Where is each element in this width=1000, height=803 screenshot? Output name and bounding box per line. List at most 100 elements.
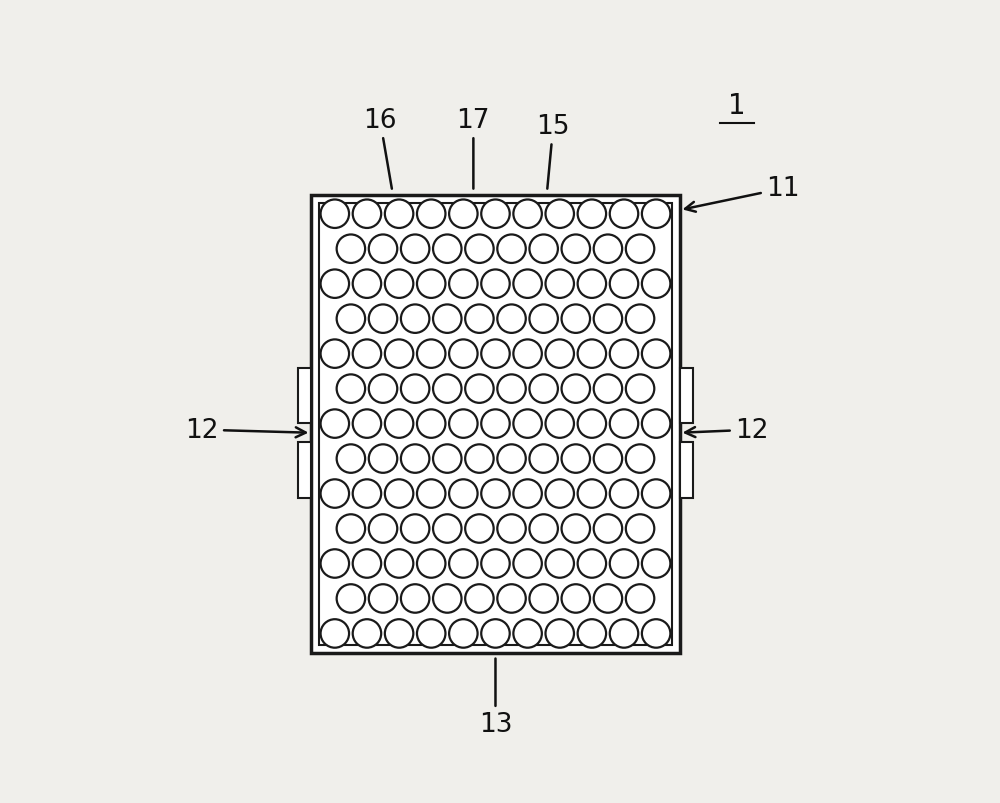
Ellipse shape xyxy=(497,375,526,403)
Ellipse shape xyxy=(578,270,606,299)
Ellipse shape xyxy=(321,549,349,578)
Ellipse shape xyxy=(385,479,413,508)
Text: 15: 15 xyxy=(536,114,570,190)
Ellipse shape xyxy=(513,410,542,438)
Ellipse shape xyxy=(642,619,670,648)
Ellipse shape xyxy=(529,585,558,613)
Ellipse shape xyxy=(353,200,381,229)
Ellipse shape xyxy=(626,375,654,403)
Ellipse shape xyxy=(529,375,558,403)
Ellipse shape xyxy=(369,235,397,263)
Ellipse shape xyxy=(417,340,445,369)
Ellipse shape xyxy=(433,445,462,473)
Ellipse shape xyxy=(353,479,381,508)
Ellipse shape xyxy=(578,549,606,578)
Ellipse shape xyxy=(449,340,478,369)
Ellipse shape xyxy=(337,585,365,613)
Ellipse shape xyxy=(497,235,526,263)
Ellipse shape xyxy=(545,479,574,508)
Text: 17: 17 xyxy=(457,108,490,190)
Ellipse shape xyxy=(578,479,606,508)
Ellipse shape xyxy=(513,270,542,299)
Ellipse shape xyxy=(481,479,510,508)
Ellipse shape xyxy=(610,270,638,299)
Ellipse shape xyxy=(497,585,526,613)
Ellipse shape xyxy=(321,410,349,438)
Ellipse shape xyxy=(385,549,413,578)
Ellipse shape xyxy=(385,200,413,229)
Ellipse shape xyxy=(353,549,381,578)
Text: 16: 16 xyxy=(363,108,397,190)
Ellipse shape xyxy=(578,410,606,438)
Bar xyxy=(298,442,311,498)
Ellipse shape xyxy=(401,305,429,333)
Ellipse shape xyxy=(529,515,558,543)
Ellipse shape xyxy=(481,549,510,578)
Ellipse shape xyxy=(465,585,494,613)
Ellipse shape xyxy=(321,479,349,508)
Ellipse shape xyxy=(385,340,413,369)
Ellipse shape xyxy=(481,340,510,369)
Ellipse shape xyxy=(417,619,445,648)
Ellipse shape xyxy=(594,585,622,613)
Ellipse shape xyxy=(417,270,445,299)
Ellipse shape xyxy=(497,445,526,473)
Ellipse shape xyxy=(562,515,590,543)
Ellipse shape xyxy=(321,270,349,299)
Text: 11: 11 xyxy=(685,176,800,213)
Ellipse shape xyxy=(433,585,462,613)
Ellipse shape xyxy=(513,340,542,369)
Ellipse shape xyxy=(337,515,365,543)
Bar xyxy=(680,442,693,498)
Ellipse shape xyxy=(594,375,622,403)
Text: 13: 13 xyxy=(479,658,512,737)
Ellipse shape xyxy=(481,619,510,648)
Ellipse shape xyxy=(642,340,670,369)
Ellipse shape xyxy=(385,270,413,299)
Ellipse shape xyxy=(337,235,365,263)
Ellipse shape xyxy=(545,340,574,369)
Ellipse shape xyxy=(337,375,365,403)
Ellipse shape xyxy=(610,340,638,369)
Ellipse shape xyxy=(465,515,494,543)
Ellipse shape xyxy=(449,479,478,508)
Bar xyxy=(298,369,311,424)
Ellipse shape xyxy=(626,515,654,543)
Ellipse shape xyxy=(321,619,349,648)
Ellipse shape xyxy=(642,200,670,229)
Ellipse shape xyxy=(626,305,654,333)
Ellipse shape xyxy=(449,410,478,438)
Ellipse shape xyxy=(401,235,429,263)
Ellipse shape xyxy=(610,549,638,578)
Ellipse shape xyxy=(562,305,590,333)
Ellipse shape xyxy=(610,410,638,438)
Ellipse shape xyxy=(497,305,526,333)
Ellipse shape xyxy=(353,410,381,438)
Ellipse shape xyxy=(433,375,462,403)
Ellipse shape xyxy=(610,479,638,508)
Ellipse shape xyxy=(513,619,542,648)
Ellipse shape xyxy=(417,479,445,508)
Ellipse shape xyxy=(594,305,622,333)
Ellipse shape xyxy=(353,619,381,648)
Ellipse shape xyxy=(610,200,638,229)
Ellipse shape xyxy=(449,549,478,578)
Ellipse shape xyxy=(578,619,606,648)
Ellipse shape xyxy=(369,305,397,333)
Ellipse shape xyxy=(545,270,574,299)
Ellipse shape xyxy=(545,619,574,648)
Ellipse shape xyxy=(513,479,542,508)
Ellipse shape xyxy=(433,235,462,263)
Ellipse shape xyxy=(401,375,429,403)
Ellipse shape xyxy=(353,270,381,299)
Ellipse shape xyxy=(417,200,445,229)
Ellipse shape xyxy=(626,445,654,473)
Ellipse shape xyxy=(642,410,670,438)
Ellipse shape xyxy=(545,410,574,438)
Ellipse shape xyxy=(481,270,510,299)
Ellipse shape xyxy=(642,549,670,578)
Ellipse shape xyxy=(449,270,478,299)
Ellipse shape xyxy=(433,305,462,333)
Ellipse shape xyxy=(562,445,590,473)
Ellipse shape xyxy=(417,410,445,438)
